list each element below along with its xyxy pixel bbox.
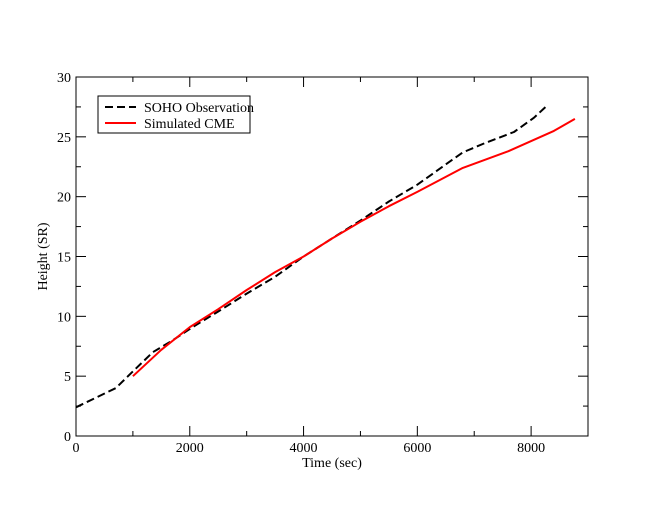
legend-label: Simulated CME [144,117,235,132]
series-line-soho-observation [75,103,549,409]
x-tick-label: 8000 [517,441,545,456]
y-tick-label: 0 [64,430,71,445]
y-tick-label: 30 [57,71,71,86]
x-tick-label: 2000 [176,441,204,456]
x-tick-label: 4000 [290,441,318,456]
y-axis-label: Height (SR) [36,222,51,290]
y-tick-label: 10 [57,310,71,325]
x-tick-label: 6000 [403,441,431,456]
series-line-simulated-cme [132,118,576,377]
x-axis-label: Time (sec) [302,456,362,471]
y-tick-label: 15 [57,251,71,266]
x-tick-label: 0 [73,441,80,456]
y-tick-label: 20 [57,191,71,206]
plot-area [75,103,576,409]
y-tick-label: 25 [57,131,71,146]
y-tick-label: 5 [64,370,71,385]
legend-box [97,95,251,134]
legend-label: SOHO Observation [144,101,254,116]
axes: 0 2000 4000 6000 8000 0 5 10 15 20 25 30 Time (sec) H… [36,71,589,471]
